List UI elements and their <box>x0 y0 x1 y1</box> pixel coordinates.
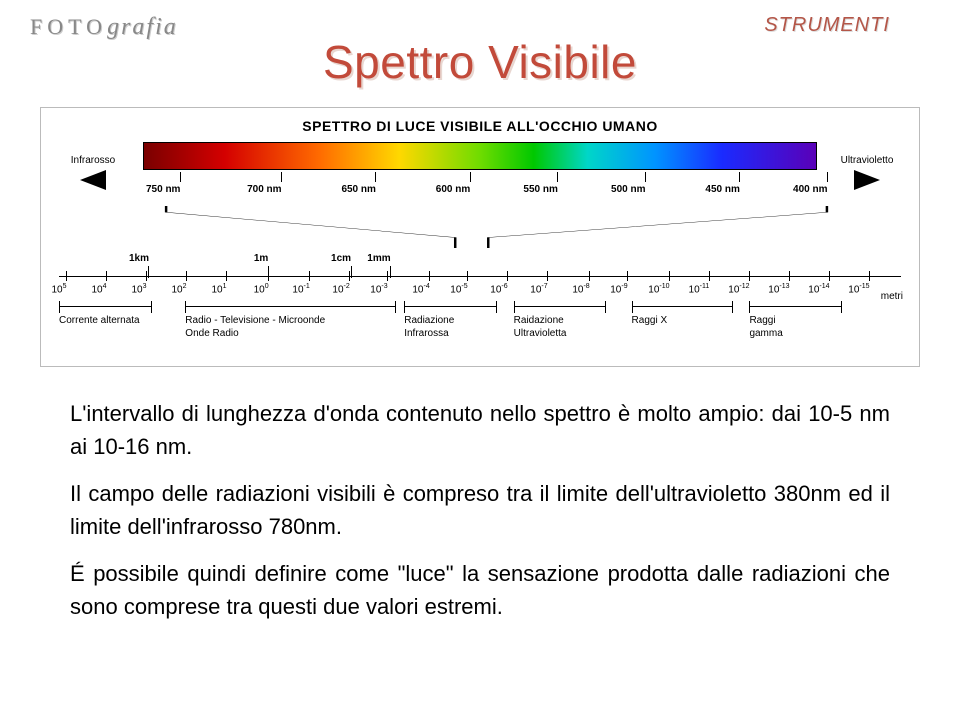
region-row: Corrente alternata Radio - Televisione - … <box>59 306 901 350</box>
logo-script: grafia <box>107 14 178 40</box>
em-tick: 10-4 <box>421 271 438 295</box>
em-tick: 10-7 <box>539 271 556 295</box>
arrow-left-icon <box>80 170 106 190</box>
visible-spectrum-gradient <box>143 142 817 170</box>
section-label: STRUMENTI <box>764 14 890 37</box>
em-tick: 105 <box>59 271 74 295</box>
em-tick: 103 <box>139 271 154 295</box>
ultraviolet-label: Ultravioletto <box>827 155 907 166</box>
visible-spectrum-row: Infrarosso 750 nm 700 nm 650 nm 600 nm 550 n… <box>53 142 907 206</box>
paragraph-2: Il campo delle radiazioni visibili è com… <box>70 477 890 543</box>
em-tick: 10-5 <box>459 271 476 295</box>
em-tick: 10-10 <box>659 271 680 295</box>
nm-tick: 650 nm <box>359 172 393 195</box>
em-tick: 10-13 <box>779 271 800 295</box>
infrared-label: Infrarosso <box>53 155 133 166</box>
body-text: L'intervallo di lunghezza d'onda contenu… <box>70 397 890 623</box>
nm-tick: 550 nm <box>541 172 575 195</box>
nm-tick: 500 nm <box>628 172 662 195</box>
spectrum-wrap: 750 nm 700 nm 650 nm 600 nm 550 nm 500 nm 450 … <box>143 142 817 206</box>
em-region: Raggigamma <box>749 306 842 340</box>
em-tick: 10-2 <box>341 271 358 295</box>
em-tick: 10-6 <box>499 271 516 295</box>
em-tick: 10-14 <box>819 271 840 295</box>
nm-tick: 750 nm <box>163 172 197 195</box>
em-tick: 102 <box>179 271 194 295</box>
em-region: Radio - Televisione - MicroondeOnde Radi… <box>185 306 396 340</box>
em-tick: 10-1 <box>301 271 318 295</box>
nm-tick: 450 nm <box>723 172 757 195</box>
bracket-connector <box>67 206 893 248</box>
nm-tick-row: 750 nm 700 nm 650 nm 600 nm 550 nm 500 nm 450 … <box>143 172 817 206</box>
em-tick: 10-8 <box>581 271 598 295</box>
em-region: Raggi X <box>632 306 733 328</box>
logo-caps: FOTO <box>30 14 107 39</box>
em-tick: 104 <box>99 271 114 295</box>
logo: FOTOgrafia <box>30 14 178 41</box>
em-tick: 10-15 <box>859 271 880 295</box>
em-axis-line: 10510410310210110010-110-210-310-410-510… <box>59 276 901 288</box>
em-scale: 1km1m1cm1mm 10510410310210110010-110-210… <box>59 252 901 350</box>
page-title: Spettro Visibile <box>0 35 960 89</box>
em-tick: 10-11 <box>699 271 720 295</box>
metri-label: metri <box>881 291 903 302</box>
length-tick-row: 1km1m1cm1mm <box>59 252 901 272</box>
paragraph-3: É possibile quindi definire come "luce" … <box>70 557 890 623</box>
paragraph-1: L'intervallo di lunghezza d'onda contenu… <box>70 397 890 463</box>
arrow-right-icon <box>854 170 880 190</box>
em-region: Corrente alternata <box>59 306 152 328</box>
em-region: RadiazioneInfrarossa <box>404 306 497 340</box>
em-tick: 10-9 <box>619 271 636 295</box>
spectrum-diagram: SPETTRO DI LUCE VISIBILE ALL'OCCHIO UMAN… <box>40 107 920 367</box>
em-region: RaidazioneUltravioletta <box>514 306 607 340</box>
nm-tick: 700 nm <box>264 172 298 195</box>
em-tick: 10-3 <box>379 271 396 295</box>
diagram-heading: SPETTRO DI LUCE VISIBILE ALL'OCCHIO UMAN… <box>53 118 907 134</box>
infrared-arrow: Infrarosso <box>53 155 133 193</box>
em-tick: 10-12 <box>739 271 760 295</box>
em-tick: 100 <box>261 271 276 295</box>
nm-tick: 400 nm <box>810 172 844 195</box>
em-tick: 101 <box>219 271 234 295</box>
nm-tick: 600 nm <box>453 172 487 195</box>
